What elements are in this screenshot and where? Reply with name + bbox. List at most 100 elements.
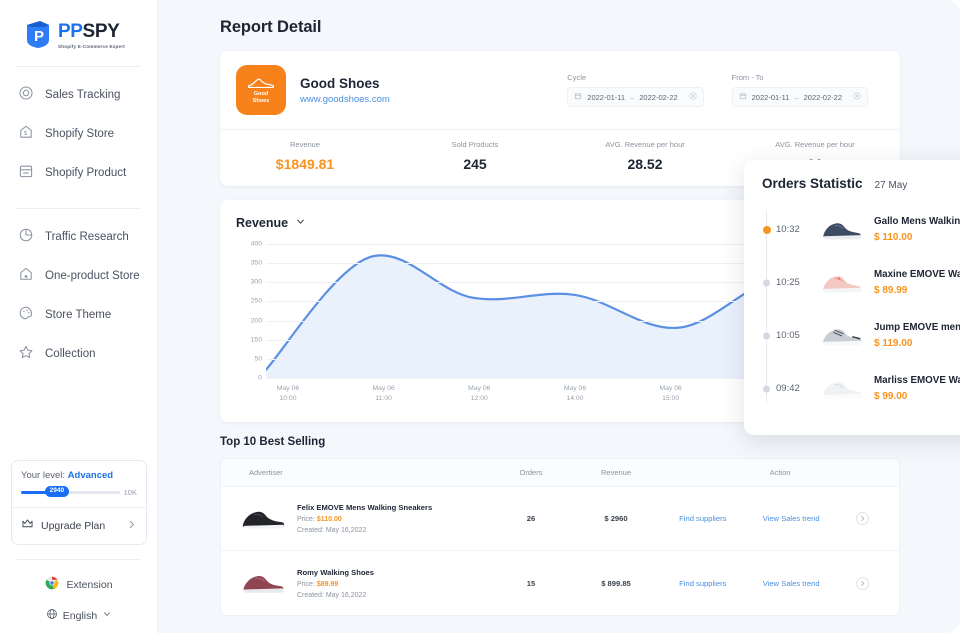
shop-info: Good Shoes www.goodshoes.com [300,76,567,105]
find-suppliers-link[interactable]: Find suppliers [679,514,727,523]
pie-chart-icon [18,227,34,246]
order-thumbnail [820,319,864,353]
level-info: Your level: Advanced 2940 10K [12,461,146,507]
app-logo[interactable]: P PPSPY Shopify E-Commerce Expert [0,0,157,50]
cell-advertiser: Romy Walking Shoes Price: $89.99 Created… [221,565,491,601]
stat-label: AVG. Revenue per hour [775,140,855,149]
date-range-input-from-to[interactable]: 2022-01-11 – 2022-02-22 [731,87,868,107]
table-row[interactable]: Felix EMOVE Mens Walking Sneakers Price:… [221,487,899,551]
cell-advertiser: Felix EMOVE Mens Walking Sneakers Price:… [221,501,491,537]
cell-revenue: $ 899.85 [601,578,631,588]
sidebar-item-sales-tracking[interactable]: Sales Tracking [0,75,157,114]
stat-avg-revenue-per-hour: AVG. Revenue per hour 28.52 [560,140,730,172]
list-item[interactable]: 10:05 Jump EMOVE mens walking s... $ 119… [762,309,960,362]
timeline-dot-icon [763,279,770,286]
product-name: Felix EMOVE Mens Walking Sneakers [297,503,433,512]
sidebar-item-shopify-store[interactable]: $ Shopify Store [0,114,157,153]
sidebar-nav: Sales Tracking $ Shopify Store [0,67,157,373]
level-progress: 2940 10K [21,486,137,497]
created-label: Created: [297,591,324,599]
crown-icon [21,517,34,535]
calendar-icon [574,92,582,102]
chrome-icon [45,576,59,593]
top-selling-section: Top 10 Best Selling Advertiser Orders Re… [220,436,900,616]
clear-date-icon[interactable] [853,92,861,102]
list-item[interactable]: 10:25 Maxine EMOVE Walking $ 89.99 [762,256,960,309]
date-to: 2022-02-22 [803,92,842,102]
product-icon [18,163,34,182]
level-progress-track: 2940 [21,486,120,497]
order-product-name: Maxine EMOVE Walking [874,269,960,280]
product-created-date: May 16,2022 [325,591,367,599]
y-tick: 400 [250,240,262,248]
sidebar-item-collection[interactable]: Collection [0,334,157,373]
y-tick: 150 [250,336,262,344]
shop-url[interactable]: www.goodshoes.com [300,93,390,105]
view-sales-trend-link[interactable]: View Sales trend [762,514,820,523]
column-header-advertiser: Advertiser [249,468,283,477]
orders-statistic-header: Orders Statistic 27 May [762,176,960,191]
sidebar-item-label: Traffic Research [45,230,129,243]
logo-pp: PP [58,21,83,42]
extension-link[interactable]: Extension [11,576,147,593]
list-item[interactable]: 10:32 Gallo Mens Walking Sneakers... $ 1… [762,203,960,256]
view-sales-trend-link[interactable]: View Sales trend [762,578,820,588]
level-progress-fill [21,491,57,494]
timeline-dot-icon [763,332,770,339]
sidebar-item-one-product-store[interactable]: One-product Store [0,256,157,295]
product-thumbnail [239,565,287,601]
level-progress-badge: 2940 [44,486,70,497]
row-expand-button[interactable] [855,576,869,590]
cell-orders: 26 [526,514,536,523]
stat-label: AVG. Revenue per hour [605,140,685,149]
table-row[interactable]: Romy Walking Shoes Price: $89.99 Created… [221,551,899,615]
date-from: 2022-01-11 [751,92,790,102]
chart-title: Revenue [236,216,289,230]
stat-value: $1849.81 [275,156,335,172]
globe-icon [46,608,58,623]
y-tick: 50 [254,355,262,363]
date-dash: – [630,92,635,102]
chevron-down-icon[interactable] [295,214,306,232]
sidebar-item-label: Sales Tracking [45,88,121,101]
stat-value: 28.52 [627,156,663,172]
palette-icon [18,305,34,324]
target-icon [18,85,34,104]
cell-action: Find suppliers View Sales trend [661,512,899,525]
product-price: $89.99 [316,580,339,588]
extension-label: Extension [66,578,113,591]
date-range-input-cycle[interactable]: 2022-01-11 – 2022-02-22 [567,87,704,107]
order-price: $ 119.00 [874,338,913,349]
logo-spy: SPY [82,21,120,42]
product-price-line: Price: $89.99 [297,581,374,588]
orders-statistic-title: Orders Statistic [762,176,863,191]
clear-date-icon[interactable] [689,92,697,102]
language-selector[interactable]: English [11,608,147,623]
sidebar-item-label: Collection [45,347,96,360]
sidebar-item-store-theme[interactable]: Store Theme [0,295,157,334]
shop-logo: Good Shoes [236,65,286,115]
list-item[interactable]: 09:42 Marliss EMOVE Walking $ 99.00 [762,362,960,415]
chart-header[interactable]: Revenue [236,214,884,232]
timeline-dot-icon [763,385,770,392]
column-header-orders: Orders [519,468,543,477]
star-icon [18,344,34,363]
row-expand-button[interactable] [855,512,869,525]
order-product-name: Jump EMOVE mens walking s... [874,322,960,333]
x-tick: May 06 12:00 [468,385,491,403]
find-suppliers-link[interactable]: Find suppliers [679,578,727,588]
level-prefix: Your level: [21,470,66,481]
upgrade-plan-button[interactable]: Upgrade Plan [12,507,146,544]
date-filters: Cycle 2022-01-11 – 2022-02-22 [567,73,884,107]
price-label: Price: [297,516,315,523]
language-label: English [62,609,98,622]
ppspy-logo-icon: P [22,18,52,50]
shop-name: Good Shoes [300,75,380,91]
order-thumbnail [820,266,864,300]
sidebar-item-traffic-research[interactable]: Traffic Research [0,217,157,256]
product-meta: Romy Walking Shoes Price: $89.99 Created… [297,568,374,599]
product-meta: Felix EMOVE Mens Walking Sneakers Price:… [297,503,432,534]
sidebar-item-shopify-product[interactable]: Shopify Product [0,153,157,192]
created-label: Created: [297,527,324,534]
